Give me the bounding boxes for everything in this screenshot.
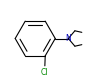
- Text: N: N: [65, 34, 71, 43]
- Text: Cl: Cl: [41, 68, 49, 77]
